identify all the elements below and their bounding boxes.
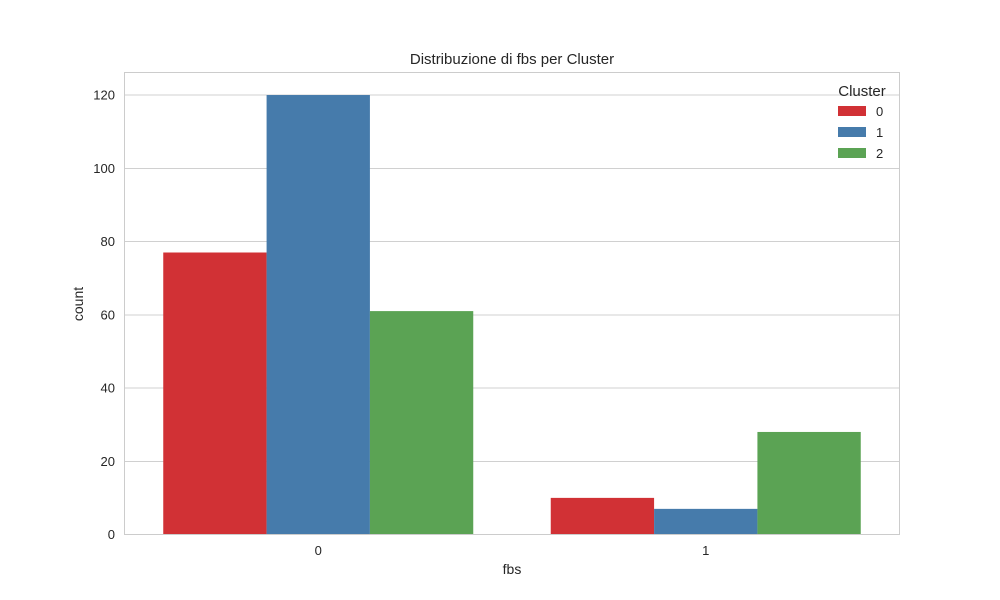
bar-layer (163, 95, 861, 535)
bar (654, 508, 758, 535)
bar (757, 431, 861, 535)
x-axis-label: fbs (503, 561, 522, 577)
y-tick-label: 0 (108, 527, 115, 542)
plot-frame (123, 71, 901, 536)
bar (550, 497, 655, 535)
bar (369, 311, 474, 535)
y-tick-label: 100 (93, 161, 115, 176)
bar (266, 95, 370, 535)
y-tick-label: 60 (101, 307, 115, 322)
chart-title: Distribuzione di fbs per Cluster (410, 51, 614, 68)
y-tick-label: 120 (93, 88, 115, 103)
y-tick-label: 80 (101, 234, 115, 249)
y-axis-label: count (70, 287, 86, 321)
y-tick-label: 20 (101, 454, 115, 469)
bar (163, 252, 267, 535)
y-tick-label: 40 (101, 381, 115, 396)
x-tick-label: 1 (702, 543, 709, 558)
legend-swatch (838, 106, 866, 116)
legend-swatch (838, 148, 866, 158)
legend-items: 0 1 2 (838, 104, 883, 161)
legend-label: 2 (876, 146, 883, 161)
x-tick-label: 0 (315, 543, 322, 558)
axis-layer: 0 20 40 60 80 100 120 0 1 (93, 88, 709, 558)
legend-label: 0 (876, 104, 883, 119)
legend-title: Cluster (838, 83, 886, 100)
legend-label: 1 (876, 125, 883, 140)
legend: Cluster 0 1 2 (838, 83, 886, 161)
legend-swatch (838, 127, 866, 137)
